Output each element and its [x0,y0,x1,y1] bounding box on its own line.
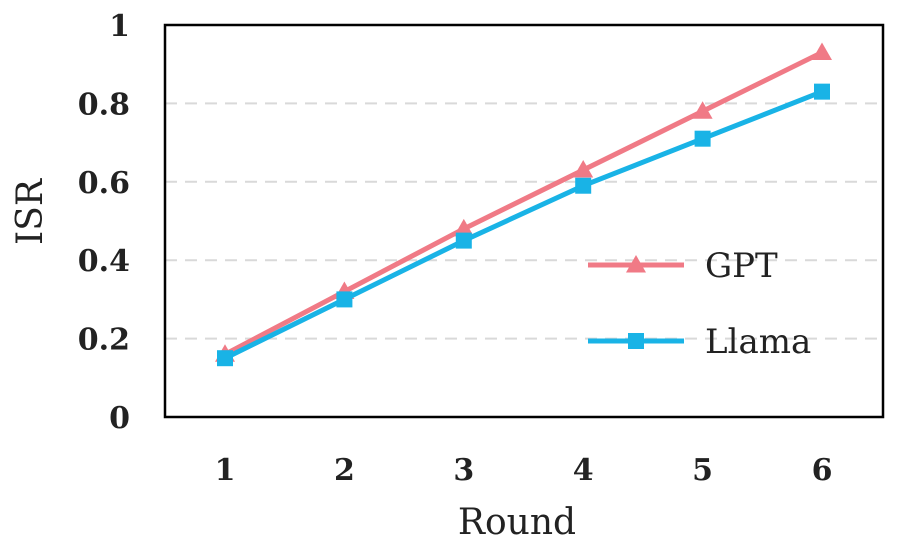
data-point-llama [336,291,353,308]
x-axis-ticks: 1 2 3 4 5 6 [215,453,833,488]
data-point-llama [217,350,233,367]
legend: GPT Llama [588,246,811,362]
legend-label: GPT [705,246,778,286]
data-point-llama [814,83,830,100]
x-axis-label: Round [458,502,576,543]
legend-item-llama: Llama [588,322,811,362]
x-tick-label: 3 [453,453,474,488]
legend-marker [628,333,644,349]
x-tick-label: 6 [812,453,833,488]
series-layer [215,42,832,367]
y-tick-label: 0.4 [78,244,130,279]
legend-item-gpt: GPT [588,246,778,286]
x-tick-label: 2 [334,453,355,488]
series-gpt [215,42,832,362]
series-line-gpt [223,50,824,357]
data-point-gpt [573,160,594,178]
y-axis-ticks: 0 0.2 0.4 0.6 0.8 1 [78,9,130,436]
series-line-llama [223,89,823,361]
y-tick-label: 0.8 [78,87,130,122]
grid-layer [165,102,883,340]
data-point-gpt [453,218,474,237]
data-point-llama [694,130,711,147]
data-point-gpt [692,101,713,119]
y-tick-label: 0.6 [78,166,130,201]
y-tick-label: 1 [109,9,130,44]
plot-area-frame [163,23,885,419]
series-llama [217,83,830,367]
y-tick-label: 0 [109,401,130,436]
legend-label: Llama [705,322,811,362]
y-tick-label: 0.2 [78,323,130,358]
data-point-llama [455,232,472,249]
data-point-llama [575,177,592,194]
y-axis-label: ISR [10,178,51,245]
data-point-gpt [812,42,832,60]
x-tick-label: 1 [215,453,236,488]
x-tick-label: 5 [692,453,713,488]
legend-marker [626,255,646,273]
x-tick-label: 4 [573,453,594,488]
